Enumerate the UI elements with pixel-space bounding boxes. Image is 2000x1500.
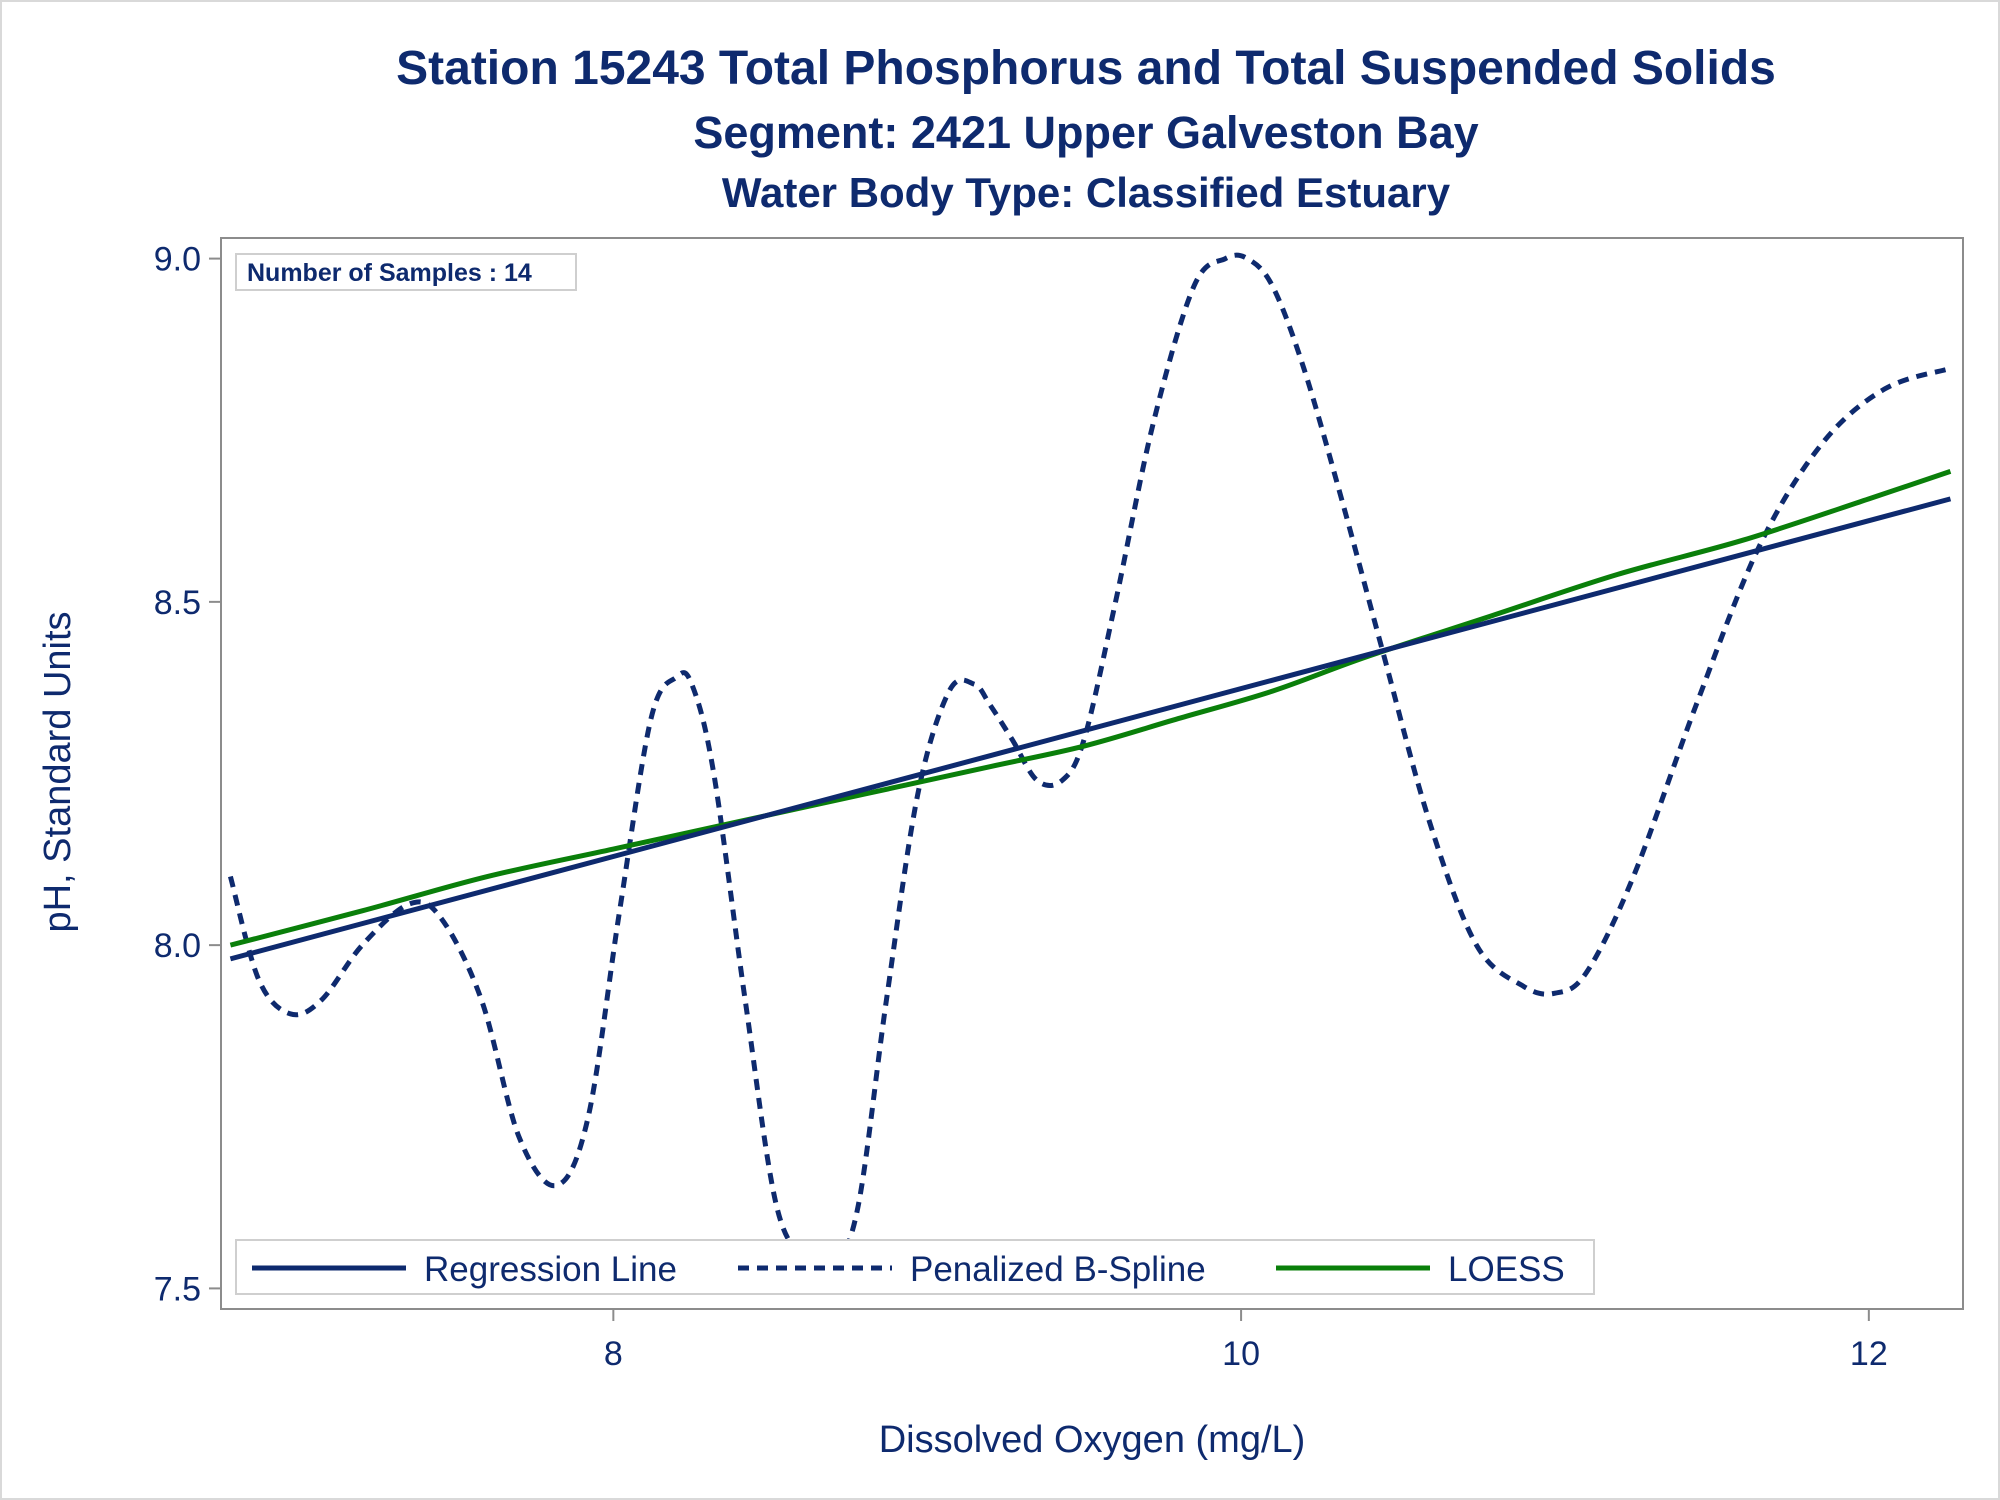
- y-axis: 7.5 8.0 8.5 9.0: [154, 241, 221, 1308]
- chart-subtitle-segment: Segment: 2421 Upper Galveston Bay: [693, 107, 1478, 158]
- y-tick-label: 7.5: [154, 1270, 201, 1308]
- sample-count-box: [235, 253, 577, 291]
- chart-subtitle-waterbody: Water Body Type: Classified Estuary: [722, 169, 1451, 216]
- legend-label-regression: Regression Line: [424, 1250, 677, 1289]
- legend-label-spline: Penalized B-Spline: [910, 1250, 1206, 1289]
- y-tick-label: 9.0: [154, 241, 201, 279]
- penalized-bspline-line: [228, 252, 1952, 1275]
- x-tick-label: 10: [1222, 1335, 1260, 1373]
- loess-line: [229, 469, 1952, 948]
- x-axis-title: Dissolved Oxygen (mg/L): [879, 1419, 1306, 1461]
- sample-count-text: Number of Samples : 14: [247, 259, 532, 287]
- series-layer: [228, 252, 1952, 1275]
- regression-line: [229, 496, 1952, 962]
- x-tick-label: 8: [604, 1335, 623, 1373]
- plot-area: [220, 237, 1964, 1310]
- legend-label-loess: LOESS: [1448, 1250, 1565, 1289]
- chart-title: Station 15243 Total Phosphorus and Total…: [396, 42, 1776, 95]
- y-tick-label: 8.0: [154, 927, 201, 965]
- y-tick-label: 8.5: [154, 584, 201, 622]
- x-axis: 8 10 12: [604, 1309, 1888, 1373]
- x-tick-label: 12: [1850, 1335, 1888, 1373]
- y-axis-title: pH, Standard Units: [37, 611, 79, 932]
